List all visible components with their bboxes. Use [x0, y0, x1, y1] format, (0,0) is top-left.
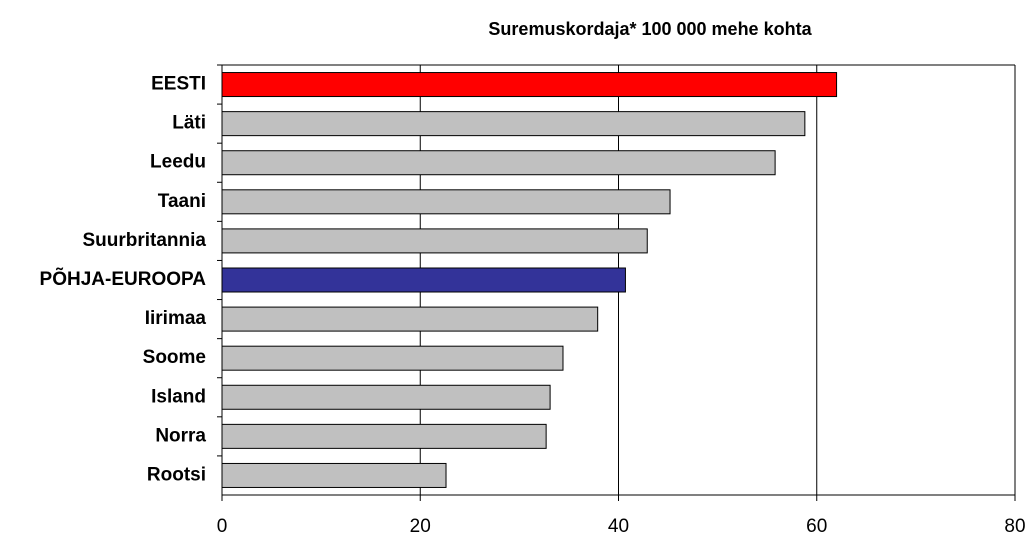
bar	[221, 267, 626, 293]
y-tick-label: Iirimaa	[145, 308, 207, 329]
x-tick-label: 80	[1004, 516, 1025, 537]
y-tick-label: EESTI	[151, 74, 206, 95]
x-tick-label: 40	[608, 516, 629, 537]
x-tick-label: 20	[410, 516, 431, 537]
bar	[221, 189, 671, 215]
y-tick-label: Soome	[143, 347, 206, 368]
x-tick-label: 60	[806, 516, 827, 537]
bar	[221, 462, 447, 488]
bar	[221, 72, 838, 98]
bar	[221, 228, 648, 254]
bar	[221, 150, 776, 176]
y-tick-label: Taani	[158, 191, 206, 212]
chart-title: Suremuskordaja* 100 000 mehe kohta	[488, 19, 812, 39]
y-tick-label: PÕHJA-EUROOPA	[40, 268, 207, 290]
y-tick-label: Island	[151, 386, 206, 407]
bar	[221, 111, 806, 137]
y-tick-label: Rootsi	[147, 464, 206, 485]
x-tick-label: 0	[217, 516, 228, 537]
y-tick-label: Läti	[172, 113, 206, 134]
bar	[221, 423, 547, 449]
y-tick-label: Leedu	[150, 152, 206, 173]
bar	[221, 384, 551, 410]
bar	[221, 306, 599, 332]
y-tick-label: Norra	[155, 425, 206, 446]
y-tick-label: Suurbritannia	[82, 230, 206, 251]
bar	[221, 345, 564, 371]
